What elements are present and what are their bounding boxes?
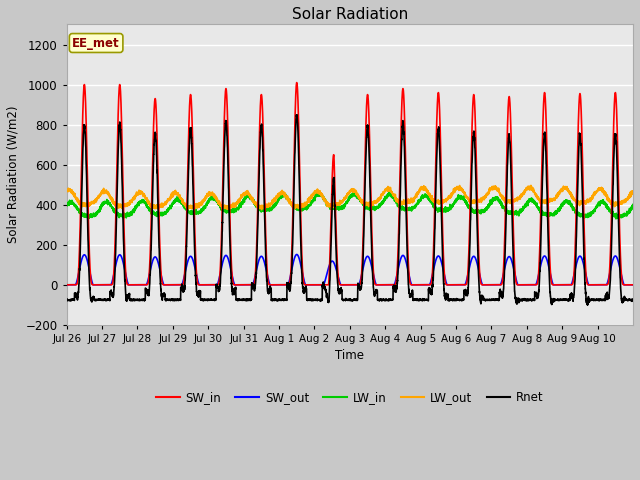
LW_in bbox=[629, 202, 637, 207]
Rnet bbox=[180, 286, 188, 292]
Rnet bbox=[63, 298, 70, 303]
LW_out bbox=[371, 201, 379, 206]
Line: SW_out: SW_out bbox=[67, 254, 633, 285]
Rnet bbox=[584, 302, 591, 308]
SW_out bbox=[533, 278, 541, 284]
LW_in bbox=[533, 203, 541, 209]
SW_in bbox=[548, 280, 556, 286]
SW_in bbox=[63, 282, 70, 288]
Rnet bbox=[533, 295, 541, 301]
SW_in bbox=[629, 282, 637, 288]
LW_out bbox=[533, 194, 541, 200]
SW_out bbox=[371, 278, 379, 284]
SW_out bbox=[293, 252, 301, 257]
SW_out bbox=[629, 282, 637, 288]
Title: Solar Radiation: Solar Radiation bbox=[292, 7, 408, 22]
Rnet bbox=[629, 297, 637, 303]
SW_out bbox=[548, 277, 556, 283]
SW_in bbox=[371, 281, 379, 287]
SW_in bbox=[533, 281, 541, 287]
LW_out bbox=[629, 190, 637, 195]
LW_in bbox=[506, 210, 513, 216]
Rnet bbox=[506, 133, 513, 139]
LW_out bbox=[527, 182, 535, 188]
X-axis label: Time: Time bbox=[335, 349, 364, 362]
Rnet bbox=[548, 301, 556, 307]
SW_in bbox=[180, 277, 188, 283]
LW_in bbox=[180, 204, 188, 209]
Y-axis label: Solar Radiation (W/m2): Solar Radiation (W/m2) bbox=[7, 106, 20, 243]
Line: LW_in: LW_in bbox=[67, 192, 633, 219]
SW_in bbox=[293, 80, 301, 85]
SW_in bbox=[506, 94, 513, 100]
LW_out bbox=[548, 198, 556, 204]
Legend: SW_in, SW_out, LW_in, LW_out, Rnet: SW_in, SW_out, LW_in, LW_out, Rnet bbox=[151, 387, 548, 409]
LW_in bbox=[316, 189, 324, 194]
Rnet bbox=[401, 176, 409, 182]
SW_in bbox=[401, 144, 409, 150]
SW_out bbox=[180, 275, 188, 280]
LW_in bbox=[612, 216, 620, 222]
Text: EE_met: EE_met bbox=[72, 36, 120, 49]
SW_out bbox=[401, 256, 409, 262]
LW_in bbox=[548, 212, 556, 218]
LW_out bbox=[63, 187, 70, 193]
LW_out bbox=[401, 200, 409, 206]
Line: SW_in: SW_in bbox=[67, 83, 633, 285]
LW_out bbox=[180, 202, 188, 207]
LW_in bbox=[371, 207, 379, 213]
LW_in bbox=[63, 201, 70, 207]
LW_out bbox=[506, 199, 513, 204]
Rnet bbox=[371, 292, 379, 298]
SW_out bbox=[63, 282, 70, 288]
Rnet bbox=[292, 112, 300, 118]
Line: Rnet: Rnet bbox=[67, 115, 633, 305]
SW_out bbox=[506, 254, 513, 260]
LW_out bbox=[258, 207, 266, 213]
Line: LW_out: LW_out bbox=[67, 185, 633, 210]
LW_in bbox=[401, 206, 409, 212]
